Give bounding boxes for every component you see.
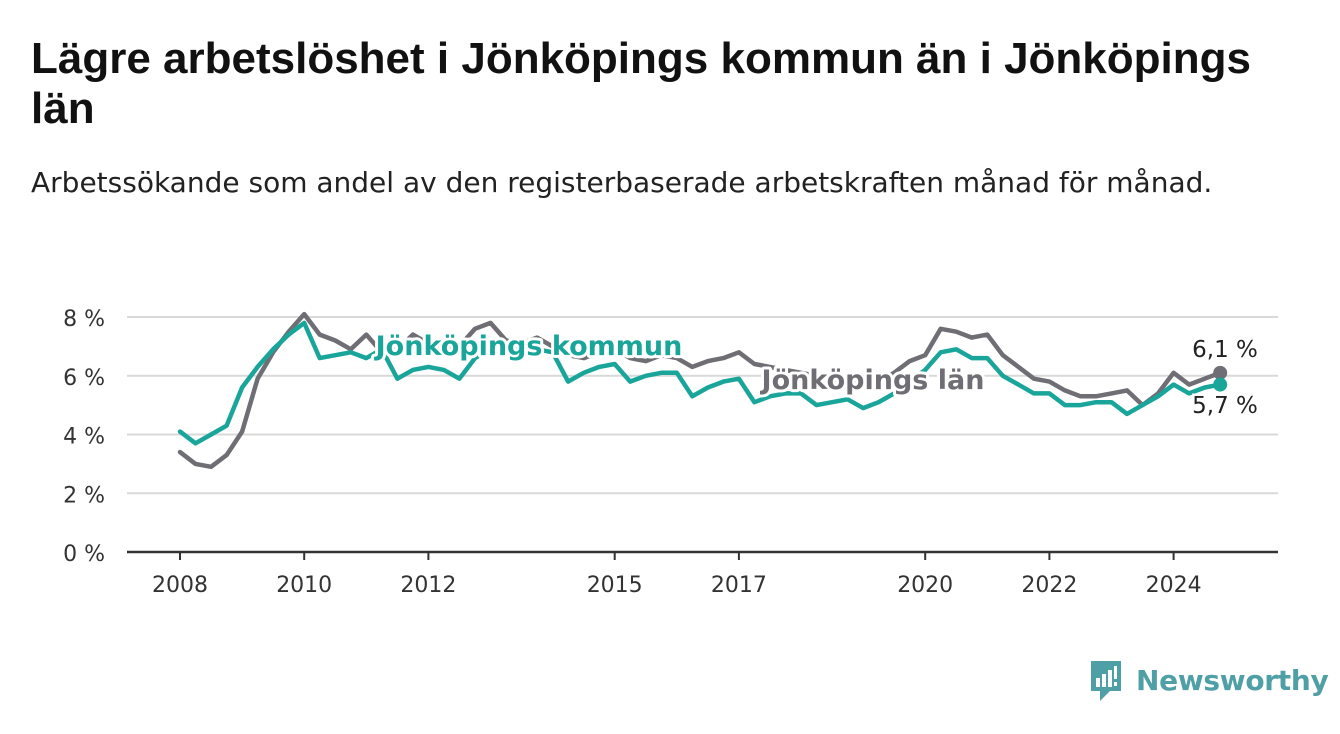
series-line-j-nk-pings-kommun	[177, 320, 1223, 446]
grid-lines	[127, 316, 1278, 495]
x-tick-label: 2010	[276, 573, 332, 598]
y-tick-label: 4 %	[63, 425, 105, 450]
y-tick-label: 0 %	[63, 542, 105, 567]
series-value-label: 6,1 %	[1192, 337, 1258, 363]
x-tick-label: 2015	[587, 573, 643, 598]
x-tick-label: 2020	[897, 573, 953, 598]
x-tick-label: 2017	[711, 573, 767, 598]
series-lines	[177, 311, 1223, 470]
series-value-label: 5,7 %	[1192, 393, 1258, 419]
x-tick-label: 2024	[1146, 573, 1202, 598]
newsworthy-logo[interactable]: Newsworthy	[1088, 658, 1329, 702]
series-name-label: Jönköpings län	[760, 365, 985, 396]
chart-subtitle: Arbetssökande som andel av den registerb…	[31, 166, 1213, 199]
series-line-j-nk-pings-l-n	[177, 311, 1223, 470]
bar-chart-icon	[1091, 661, 1121, 701]
x-tick-label: 2008	[152, 573, 208, 598]
axes: 0 % 2 % 4 % 6 % 8 % 2008 2010 2012 2015 2017 2020 2…	[63, 307, 1278, 598]
y-tick-label: 8 %	[63, 307, 105, 332]
series-name-label: Jönköpings kommun	[374, 331, 683, 362]
series-end-point	[1213, 365, 1228, 380]
series-labels: 6,1 % 5,7 % Jönköpings län Jönköpings kommu…	[371, 328, 1261, 422]
x-tick-label: 2012	[400, 573, 456, 598]
y-tick-label: 6 %	[63, 366, 105, 391]
x-tick-label: 2022	[1021, 573, 1077, 598]
series-end-point	[1213, 377, 1228, 392]
y-tick-label: 2 %	[63, 483, 105, 508]
chart-title: Lägre arbetslöshet i Jönköpings kommun ä…	[31, 34, 1251, 133]
brand-name: Newsworthy	[1136, 663, 1329, 697]
